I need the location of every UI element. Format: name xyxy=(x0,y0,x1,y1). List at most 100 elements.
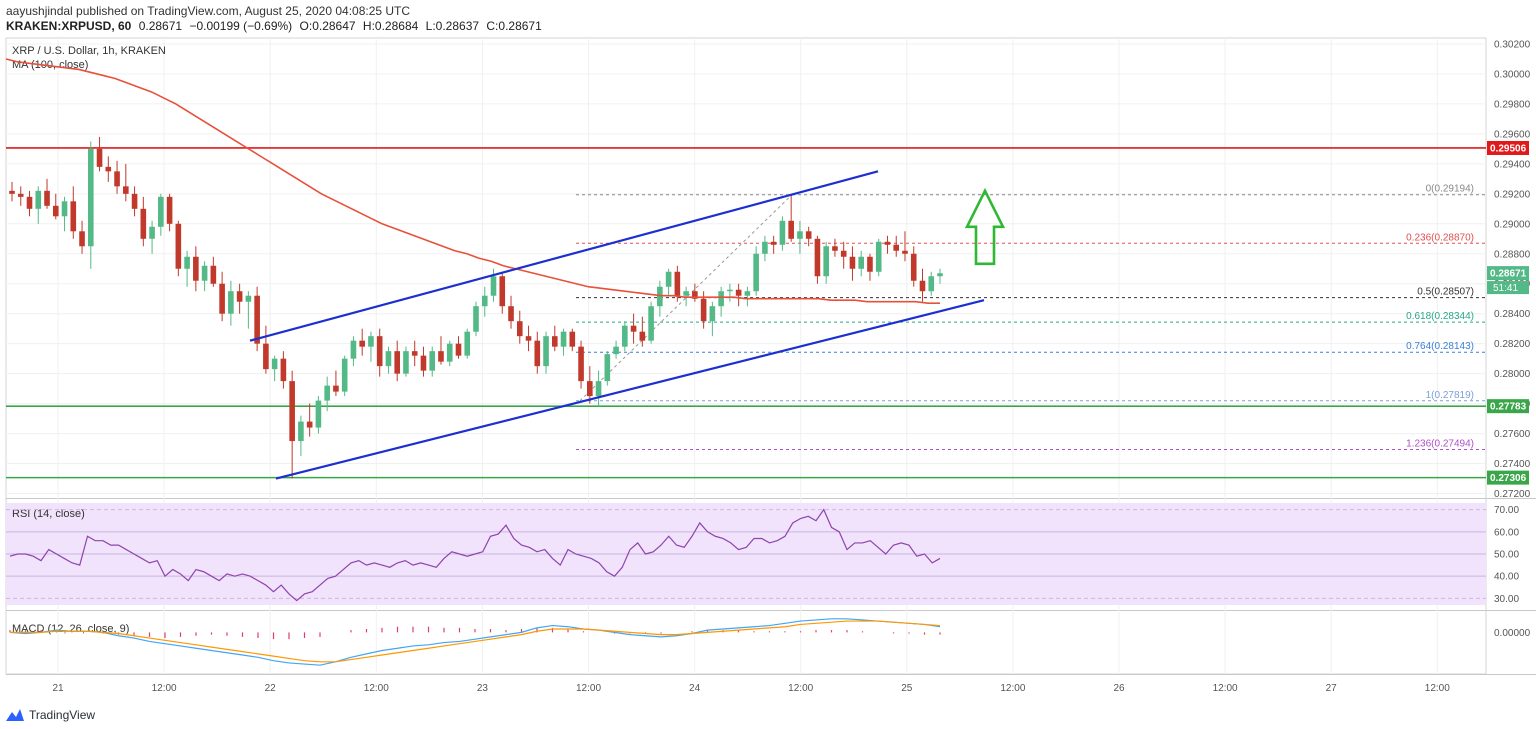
candle-body xyxy=(709,306,716,322)
time-tick-label: 12:00 xyxy=(1213,683,1238,694)
candle-body xyxy=(692,291,698,299)
candle-body xyxy=(840,250,847,257)
candle-body xyxy=(683,291,689,296)
candle-body xyxy=(87,148,94,247)
rsi-tick-label: 40.00 xyxy=(1494,572,1519,583)
open-value: O:0.28647 xyxy=(299,19,356,33)
support1-tag-label: 0.27783 xyxy=(1490,402,1527,413)
support2-tag-label: 0.27306 xyxy=(1490,473,1527,484)
candle-body xyxy=(788,220,794,239)
fib-level-label: 0.236(0.28870) xyxy=(1406,232,1474,243)
rsi-tick-label: 30.00 xyxy=(1494,594,1519,605)
candle-body xyxy=(298,421,304,442)
fib-level-label: 1(0.27819) xyxy=(1426,390,1474,401)
candle-body xyxy=(735,289,742,296)
candle-body xyxy=(639,331,646,341)
rsi-pane: 70.00 60.00 50.00 40.00 30.00 xyxy=(6,505,1519,605)
candle-body xyxy=(385,351,392,367)
chart-grid xyxy=(5,37,1536,675)
candle-body xyxy=(9,190,15,194)
candle-body xyxy=(858,256,865,269)
candle-body xyxy=(228,291,234,314)
candle-body xyxy=(411,351,418,356)
candle-body xyxy=(289,381,295,442)
time-tick-label: 12:00 xyxy=(152,683,177,694)
time-tick-label: 24 xyxy=(689,683,701,694)
tradingview-brand: TradingView xyxy=(29,708,96,722)
candle-body xyxy=(333,385,339,392)
candle-body xyxy=(324,385,330,401)
candle-body xyxy=(306,421,313,428)
candle-body xyxy=(805,231,812,239)
candle-body xyxy=(17,193,24,197)
candle-body xyxy=(744,291,751,296)
chart-header: aayushjindal published on TradingView.co… xyxy=(0,0,1536,38)
fib-level-label: 1.236(0.27494) xyxy=(1406,438,1474,449)
candle-body xyxy=(762,241,768,254)
candle-body xyxy=(149,226,155,239)
candle-body xyxy=(937,273,943,277)
tradingview-footer[interactable]: TradingView xyxy=(6,706,95,724)
price-tick-label: 0.29400 xyxy=(1494,159,1531,170)
candle-body xyxy=(193,256,199,281)
candle-body xyxy=(280,358,287,382)
time-tick-label: 23 xyxy=(477,683,489,694)
candle-body xyxy=(26,196,33,209)
candle-body xyxy=(613,346,619,355)
candle-body xyxy=(201,265,208,281)
symbol[interactable]: KRAKEN:XRPUSD, 60 xyxy=(6,19,132,33)
price-tick-label: 0.29600 xyxy=(1494,129,1531,140)
candle-body xyxy=(525,336,532,341)
candle-body xyxy=(622,325,628,347)
fibonacci-retracement: 0(0.29194) 0.236(0.28870) 0.5(0.28507) 0.61… xyxy=(576,184,1486,450)
current-tag xyxy=(1487,266,1529,281)
candle-body xyxy=(394,351,401,374)
candle-body xyxy=(79,231,85,247)
candle-body xyxy=(140,208,147,239)
price-tick-label: 0.27600 xyxy=(1494,429,1531,440)
price-tick-label: 0.27400 xyxy=(1494,459,1531,470)
price-tick-label: 0.29000 xyxy=(1494,219,1531,230)
candle-body xyxy=(753,253,759,292)
candle-body xyxy=(797,231,803,239)
symbol-line: KRAKEN:XRPUSD, 60 0.28671 −0.00199 (−0.6… xyxy=(6,19,546,33)
time-tick-label: 26 xyxy=(1113,683,1125,694)
candlestick-series xyxy=(9,136,943,479)
candle-body xyxy=(70,201,77,232)
candle-body xyxy=(131,193,138,209)
candle-body xyxy=(105,166,112,172)
candle-body xyxy=(254,295,260,344)
candle-body xyxy=(832,246,838,251)
candle-body xyxy=(420,355,427,371)
candle-body xyxy=(508,306,514,322)
time-tick-label: 12:00 xyxy=(1000,683,1025,694)
candle-body xyxy=(376,336,383,367)
channel-lower-line xyxy=(275,299,985,480)
time-tick-label: 22 xyxy=(265,683,277,694)
current-tag-label: 0.28671 xyxy=(1490,269,1527,280)
fib-level-label: 0.618(0.28344) xyxy=(1406,311,1474,322)
rsi-tick-label: 70.00 xyxy=(1494,505,1519,516)
price-tick-label: 0.28200 xyxy=(1494,339,1531,350)
candle-body xyxy=(263,343,269,370)
candle-body xyxy=(359,340,365,347)
candle-body xyxy=(875,241,882,272)
countdown-tag xyxy=(1487,281,1529,295)
high-value: H:0.28684 xyxy=(362,19,419,33)
candle-body xyxy=(271,358,278,370)
rsi-tick-label: 50.00 xyxy=(1494,550,1519,561)
candle-body xyxy=(665,271,672,287)
price-tick-label: 0.29800 xyxy=(1494,99,1531,110)
candle-body xyxy=(534,340,541,367)
candle-body xyxy=(700,298,707,322)
candle-body xyxy=(315,400,322,428)
candle-body xyxy=(96,148,103,167)
candle-body xyxy=(578,346,584,382)
candle-body xyxy=(481,295,488,307)
candle-body xyxy=(560,331,567,347)
candle-body xyxy=(919,280,926,292)
time-tick-label: 12:00 xyxy=(364,683,389,694)
resistance-tag-label: 0.29506 xyxy=(1490,143,1527,154)
candle-body xyxy=(455,343,462,356)
